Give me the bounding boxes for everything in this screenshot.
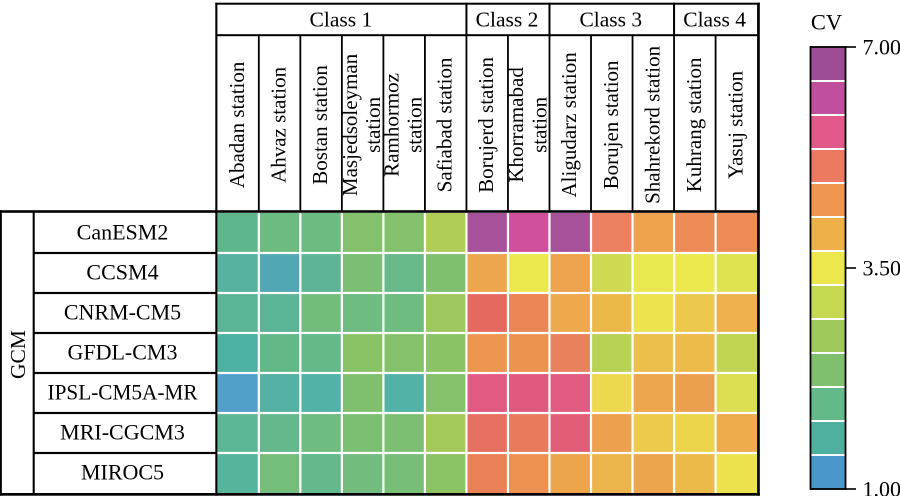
svg-text:CV: CV [811,10,842,35]
svg-text:1.00: 1.00 [863,477,900,497]
svg-text:CCSM4: CCSM4 [86,260,158,285]
svg-text:Class 2: Class 2 [476,8,539,32]
svg-text:Aligudarz station: Aligudarz station [557,52,581,198]
svg-text:CNRM-CM5: CNRM-CM5 [64,300,181,325]
svg-text:Borujerd station: Borujerd station [474,56,498,192]
svg-text:3.50: 3.50 [863,256,900,281]
svg-text:Ramhormoz: Ramhormoz [380,73,404,177]
svg-text:station: station [527,96,551,152]
svg-text:7.00: 7.00 [863,35,900,60]
svg-text:CanESM2: CanESM2 [77,220,169,245]
svg-text:GFDL-CM3: GFDL-CM3 [67,340,177,365]
svg-text:Masjedsoleyman: Masjedsoleyman [338,53,362,196]
svg-text:Class 4: Class 4 [683,8,746,32]
svg-text:Safiabad station: Safiabad station [433,57,457,192]
svg-text:station: station [403,96,427,152]
svg-text:Shahrekord station: Shahrekord station [640,45,664,204]
svg-text:MIROC5: MIROC5 [81,460,164,485]
svg-text:IPSL-CM5A-MR: IPSL-CM5A-MR [48,380,198,405]
svg-text:Bostan station: Bostan station [308,65,332,185]
svg-text:Abadan station: Abadan station [225,61,249,188]
svg-text:Class 3: Class 3 [579,8,642,32]
svg-text:Yasuj station: Yasuj station [723,70,747,179]
svg-text:Ahvaz station: Ahvaz station [267,66,291,183]
svg-text:Class 1: Class 1 [310,8,373,32]
svg-text:MRI-CGCM3: MRI-CGCM3 [60,420,185,445]
svg-text:Kuhrang station: Kuhrang station [682,57,706,192]
svg-text:Khorramabad: Khorramabad [504,67,528,183]
svg-text:GCM: GCM [6,330,30,379]
svg-text:Borujen station: Borujen station [599,60,623,189]
